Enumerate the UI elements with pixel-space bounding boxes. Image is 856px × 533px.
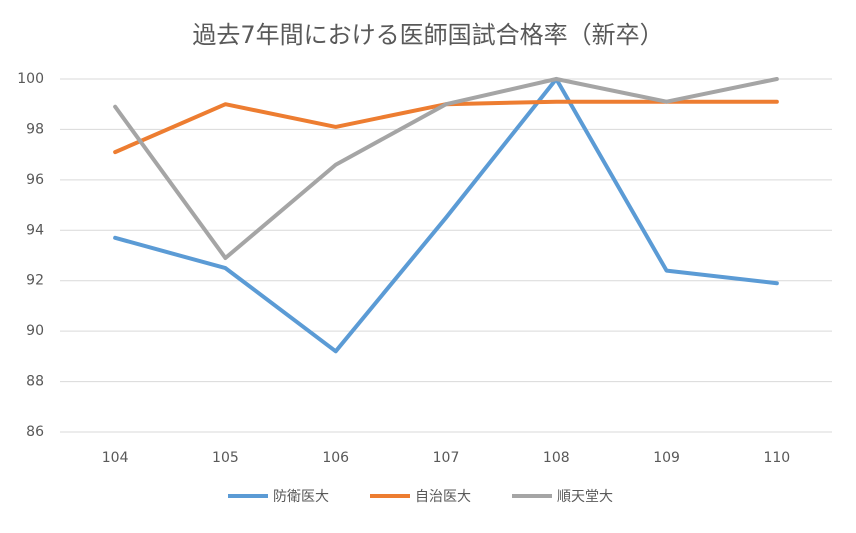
y-tick-label: 86 bbox=[26, 424, 44, 440]
y-tick-label: 94 bbox=[26, 222, 44, 238]
x-tick-label: 105 bbox=[212, 450, 239, 466]
x-tick-label: 104 bbox=[102, 450, 129, 466]
x-tick-label: 107 bbox=[433, 450, 460, 466]
y-tick-label: 96 bbox=[26, 172, 44, 188]
y-tick-label: 100 bbox=[17, 71, 44, 87]
x-tick-label: 106 bbox=[322, 450, 349, 466]
chart-title: 過去7年間における医師国試合格率（新卒） bbox=[192, 21, 663, 49]
legend-label: 順天堂大 bbox=[557, 489, 613, 505]
y-tick-label: 92 bbox=[26, 273, 44, 289]
x-tick-label: 109 bbox=[653, 450, 680, 466]
legend-label: 防衛医大 bbox=[273, 489, 329, 505]
x-tick-label: 108 bbox=[543, 450, 570, 466]
series-line bbox=[113, 77, 779, 261]
x-tick-label: 110 bbox=[763, 450, 790, 466]
y-tick-label: 90 bbox=[26, 323, 44, 339]
legend-label: 自治医大 bbox=[415, 489, 471, 505]
series-line bbox=[113, 77, 779, 354]
y-tick-label: 88 bbox=[26, 374, 44, 390]
y-tick-label: 98 bbox=[26, 121, 44, 137]
